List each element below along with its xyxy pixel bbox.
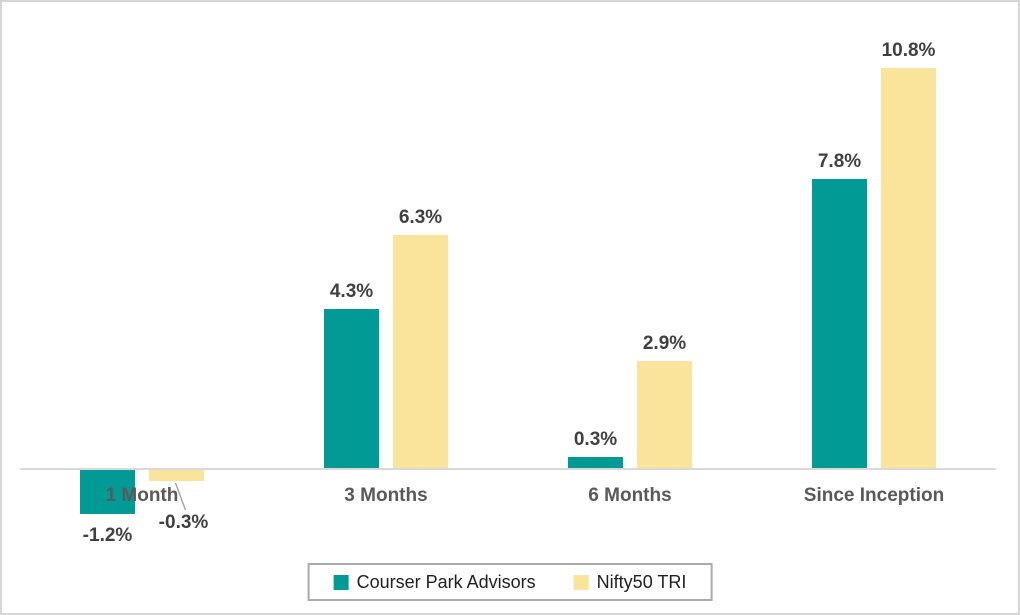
legend-label-courser-park-advisors: Courser Park Advisors <box>356 571 536 592</box>
value-label-courser-park-advisors-since-inception: 7.8% <box>817 151 862 172</box>
legend-label-nifty50-tri: Nifty50 TRI <box>596 571 687 592</box>
value-label-nifty50-tri-3-months: 6.3% <box>398 207 443 228</box>
bar-courser-park-advisors-6-months <box>568 457 623 468</box>
value-label-nifty50-tri-since-inception: 10.8% <box>881 40 936 61</box>
value-label-courser-park-advisors-6-months: 0.3% <box>573 429 618 450</box>
category-label-since-inception: Since Inception <box>803 485 945 506</box>
bar-nifty50-tri-6-months <box>637 361 692 468</box>
bar-nifty50-tri-1-month <box>149 470 204 481</box>
bar-nifty50-tri-since-inception <box>881 68 936 468</box>
value-label-nifty50-tri-6-months: 2.9% <box>642 333 687 354</box>
category-label-3-months: 3 Months <box>344 485 428 506</box>
bar-nifty50-tri-3-months <box>393 235 448 468</box>
category-label-6-months: 6 Months <box>588 485 672 506</box>
x-axis-line <box>20 468 996 470</box>
value-label-courser-park-advisors-3-months: 4.3% <box>329 281 374 302</box>
legend-item-nifty50-tri: Nifty50 TRI <box>573 571 687 593</box>
bar-courser-park-advisors-since-inception <box>812 179 867 468</box>
legend-item-courser-park-advisors: Courser Park Advisors <box>333 571 536 593</box>
value-label-nifty50-tri-1-month: -0.3% <box>158 512 209 533</box>
value-label-courser-park-advisors-1-month: -1.2% <box>82 525 133 546</box>
category-label-1-month: 1 Month <box>105 485 179 506</box>
bar-courser-park-advisors-1-month <box>80 470 135 514</box>
legend-swatch-teal-icon <box>333 574 349 590</box>
legend: Courser Park Advisors Nifty50 TRI <box>307 563 713 601</box>
legend-swatch-yellow-icon <box>573 574 589 590</box>
bar-courser-park-advisors-3-months <box>324 309 379 468</box>
